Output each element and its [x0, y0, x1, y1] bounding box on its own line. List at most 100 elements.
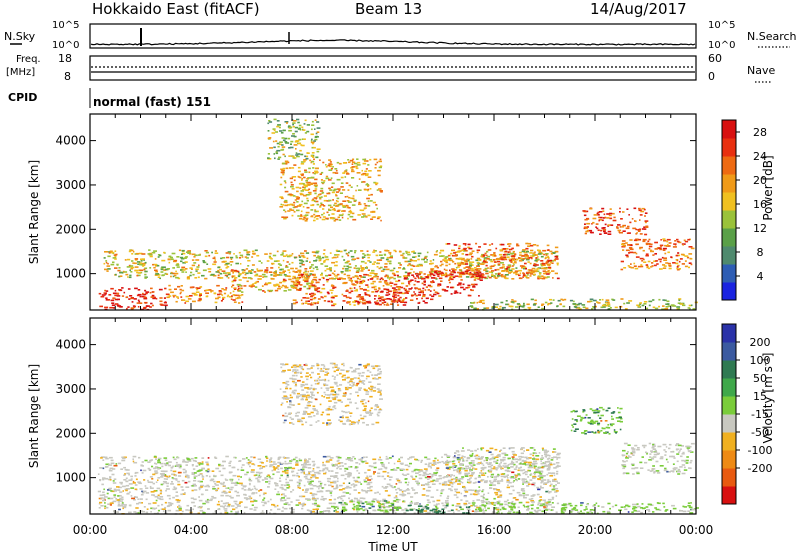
echo-cell — [111, 304, 116, 306]
echo-cell — [501, 478, 504, 481]
echo-cell — [298, 176, 300, 178]
echo-cell — [104, 268, 108, 271]
echo-cell — [180, 493, 183, 496]
echo-cell — [586, 222, 591, 225]
echo-cell — [430, 268, 435, 270]
echo-cell — [342, 491, 346, 494]
echo-cell — [285, 142, 290, 144]
echo-cell — [513, 263, 515, 266]
echo-cell — [306, 130, 310, 133]
echo-cell — [251, 284, 254, 286]
echo-cell — [304, 220, 308, 222]
echo-cell — [180, 269, 182, 271]
echo-cell — [445, 272, 448, 274]
echo-cell — [358, 463, 361, 465]
echo-cell — [185, 271, 187, 273]
echo-cell — [493, 253, 496, 255]
echo-cell — [677, 264, 680, 267]
echo-cell — [471, 255, 474, 258]
colorbar-segment — [722, 264, 736, 283]
echo-cell — [99, 305, 103, 308]
echo-cell — [239, 294, 242, 297]
echo-cell — [498, 500, 501, 503]
echo-cell — [138, 300, 141, 303]
echo-cell — [123, 479, 127, 481]
echo-cell — [144, 289, 147, 292]
echo-cell — [688, 304, 692, 307]
echo-cell — [453, 244, 458, 246]
nsearch-tick-bottom: 10^0 — [708, 40, 735, 51]
echo-cell — [381, 475, 385, 478]
echo-cell — [463, 250, 466, 252]
echo-cell — [312, 476, 316, 478]
echo-cell — [527, 256, 530, 259]
echo-cell — [333, 498, 337, 501]
echo-cell — [639, 247, 642, 250]
echo-cell — [405, 252, 408, 254]
echo-cell — [310, 215, 313, 218]
echo-cell — [534, 263, 537, 266]
echo-cell — [519, 251, 522, 254]
echo-cell — [133, 499, 136, 501]
echo-cell — [554, 491, 558, 493]
echo-cell — [392, 301, 396, 303]
echo-cell — [341, 465, 344, 467]
echo-cell — [326, 192, 331, 195]
echo-cell — [202, 502, 206, 505]
echo-cell — [155, 273, 159, 275]
echo-cell — [134, 471, 139, 474]
echo-cell — [256, 254, 260, 257]
echo-cell — [460, 499, 463, 501]
echo-cell — [510, 261, 513, 263]
echo-cell — [335, 484, 339, 486]
echo-cell — [458, 269, 462, 271]
echo-cell — [273, 463, 277, 465]
echo-cell — [245, 498, 248, 501]
echo-cell — [540, 503, 543, 505]
echo-cell — [339, 462, 344, 464]
echo-cell — [688, 246, 693, 248]
echo-cell — [114, 258, 117, 260]
echo-cell — [667, 251, 670, 254]
echo-cell — [650, 266, 653, 268]
echo-cell — [138, 262, 142, 264]
echo-cell — [250, 489, 252, 491]
echo-cell — [143, 297, 148, 300]
echo-cell — [283, 255, 287, 257]
echo-cell — [576, 303, 580, 306]
echo-cell — [302, 297, 307, 299]
echo-cell — [310, 304, 312, 306]
echo-cell — [245, 272, 249, 275]
echo-cell — [297, 486, 300, 489]
echo-cell — [357, 214, 361, 216]
echo-cell — [270, 278, 275, 280]
echo-cell — [316, 471, 320, 474]
echo-cell — [323, 510, 327, 512]
echo-cell — [227, 487, 230, 489]
echo-cell — [394, 250, 397, 253]
echo-cell — [407, 253, 411, 256]
echo-cell — [204, 277, 208, 280]
echo-cell — [443, 476, 447, 478]
echo-cell — [311, 474, 315, 476]
echo-cell — [540, 260, 544, 262]
echo-cell — [289, 177, 293, 180]
echo-cell — [117, 505, 122, 507]
echo-cell — [504, 469, 508, 472]
echo-cell — [357, 481, 361, 484]
echo-cell — [186, 251, 189, 253]
echo-cell — [327, 292, 330, 295]
echo-cell — [549, 298, 552, 301]
echo-cell — [284, 141, 288, 143]
echo-cell — [401, 300, 404, 303]
echo-cell — [491, 476, 494, 478]
echo-cell — [277, 468, 280, 470]
echo-cell — [484, 252, 487, 255]
echo-cell — [658, 305, 660, 308]
echo-cell — [441, 460, 444, 463]
echo-cell — [546, 244, 550, 247]
echo-cell — [319, 206, 322, 208]
echo-cell — [325, 177, 330, 180]
echo-cell — [177, 471, 182, 474]
echo-cell — [199, 509, 204, 512]
